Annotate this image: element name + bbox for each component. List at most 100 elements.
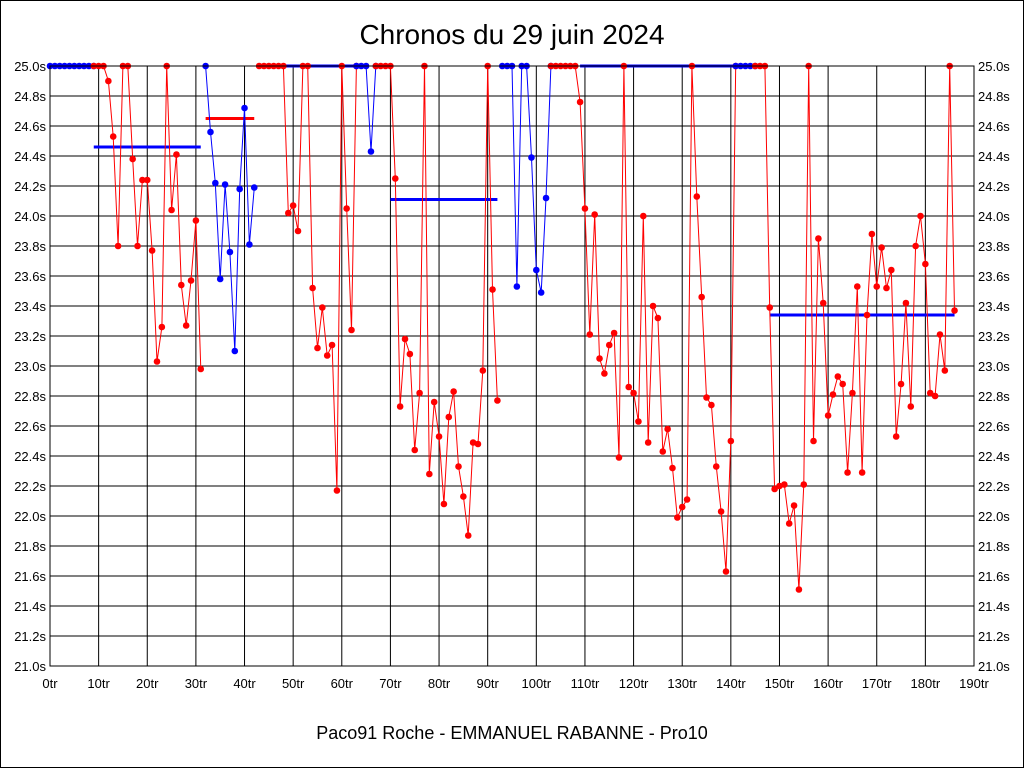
data-point [693, 193, 701, 200]
y-tick-label-left: 22.0s [14, 509, 46, 524]
y-tick-label-left: 23.2s [14, 329, 46, 344]
x-tick-label: 190tr [959, 676, 989, 691]
chart-grid [49, 65, 975, 667]
data-point [528, 154, 535, 161]
x-tick-label: 160tr [813, 676, 843, 691]
data-point [411, 446, 419, 454]
y-tick-label-right: 22.2s [978, 479, 1010, 494]
data-point [391, 175, 399, 182]
x-tick-label: 170tr [862, 676, 892, 691]
data-point [795, 586, 803, 593]
y-tick-label-left: 23.4s [14, 299, 46, 314]
data-point [450, 388, 457, 395]
data-point [717, 508, 725, 515]
data-point [207, 128, 214, 136]
data-point [853, 283, 861, 290]
y-tick-label-left: 23.0s [14, 359, 46, 374]
y-tick-label-left: 21.8s [14, 539, 46, 554]
data-point [148, 247, 156, 254]
data-point [435, 433, 443, 440]
y-tick-label-left: 22.8s [14, 389, 46, 404]
data-point [951, 307, 958, 314]
data-point [323, 352, 331, 359]
data-point [635, 418, 642, 425]
data-point [605, 341, 613, 349]
data-point [289, 202, 297, 209]
data-point [781, 481, 788, 488]
data-point [479, 367, 487, 374]
data-point [819, 299, 827, 307]
y-tick-label-right: 21.8s [978, 539, 1010, 554]
data-point [226, 248, 234, 256]
data-point [601, 370, 608, 377]
y-tick-label-right: 24.0s [978, 209, 1010, 224]
y-tick-label-right: 23.0s [978, 359, 1010, 374]
y-tick-label-left: 25.0s [14, 59, 46, 74]
data-point [173, 151, 180, 158]
y-tick-label-left: 21.0s [14, 659, 46, 674]
data-point [309, 284, 316, 292]
data-point [445, 413, 453, 421]
data-point [674, 514, 681, 521]
data-point [800, 481, 808, 488]
y-tick-label-right: 21.2s [978, 629, 1010, 644]
data-point [430, 398, 438, 406]
data-point [513, 283, 521, 290]
chart-tick-labels: 21.0s 21.0s 21.2s 21.2s 21.4s 21.4s 21.6s 21.6s… [14, 59, 1010, 691]
y-tick-label-right: 21.4s [978, 599, 1010, 614]
data-point [212, 179, 219, 187]
data-point [839, 380, 846, 388]
data-point [640, 212, 647, 220]
data-point [912, 242, 919, 250]
data-point [810, 437, 817, 445]
data-point [902, 299, 910, 307]
y-tick-label-left: 22.2s [14, 479, 46, 494]
data-point [703, 394, 710, 401]
data-point [678, 503, 686, 511]
data-point [367, 148, 375, 155]
data-point [236, 185, 243, 193]
data-point [873, 283, 881, 290]
y-tick-label-left: 24.6s [14, 119, 46, 134]
x-tick-label: 0tr [42, 676, 58, 691]
data-point [464, 532, 472, 539]
series-line [356, 65, 377, 152]
series-line [550, 65, 737, 572]
x-tick-label: 100tr [521, 676, 551, 691]
data-point [129, 155, 136, 163]
data-point [401, 335, 409, 343]
x-tick-label: 80tr [428, 676, 451, 691]
data-point [197, 365, 205, 373]
x-tick-label: 20tr [136, 676, 159, 691]
x-tick-label: 40tr [233, 676, 256, 691]
data-point [615, 454, 623, 461]
data-point [216, 275, 224, 283]
y-tick-label-left: 21.6s [14, 569, 46, 584]
data-point [192, 217, 200, 224]
data-point [766, 304, 774, 311]
x-tick-label: 120tr [619, 676, 649, 691]
data-point [649, 302, 657, 310]
data-point [494, 397, 501, 404]
data-point [416, 389, 423, 397]
data-point [907, 403, 915, 410]
data-point [654, 314, 662, 322]
data-point [586, 331, 594, 338]
data-point [659, 448, 667, 455]
data-point [143, 176, 151, 184]
data-point [888, 266, 895, 274]
y-tick-label-left: 24.4s [14, 149, 46, 164]
data-point [105, 77, 112, 85]
y-tick-label-right: 23.2s [978, 329, 1010, 344]
data-point [426, 470, 433, 478]
data-point [917, 212, 924, 220]
data-point [406, 350, 414, 358]
data-point [153, 358, 161, 365]
data-point [231, 347, 239, 355]
y-tick-label-right: 22.4s [978, 449, 1010, 464]
data-point [250, 184, 258, 191]
data-point [712, 463, 720, 470]
y-tick-label-left: 22.4s [14, 449, 46, 464]
x-tick-label: 10tr [87, 676, 110, 691]
data-point [815, 235, 822, 242]
